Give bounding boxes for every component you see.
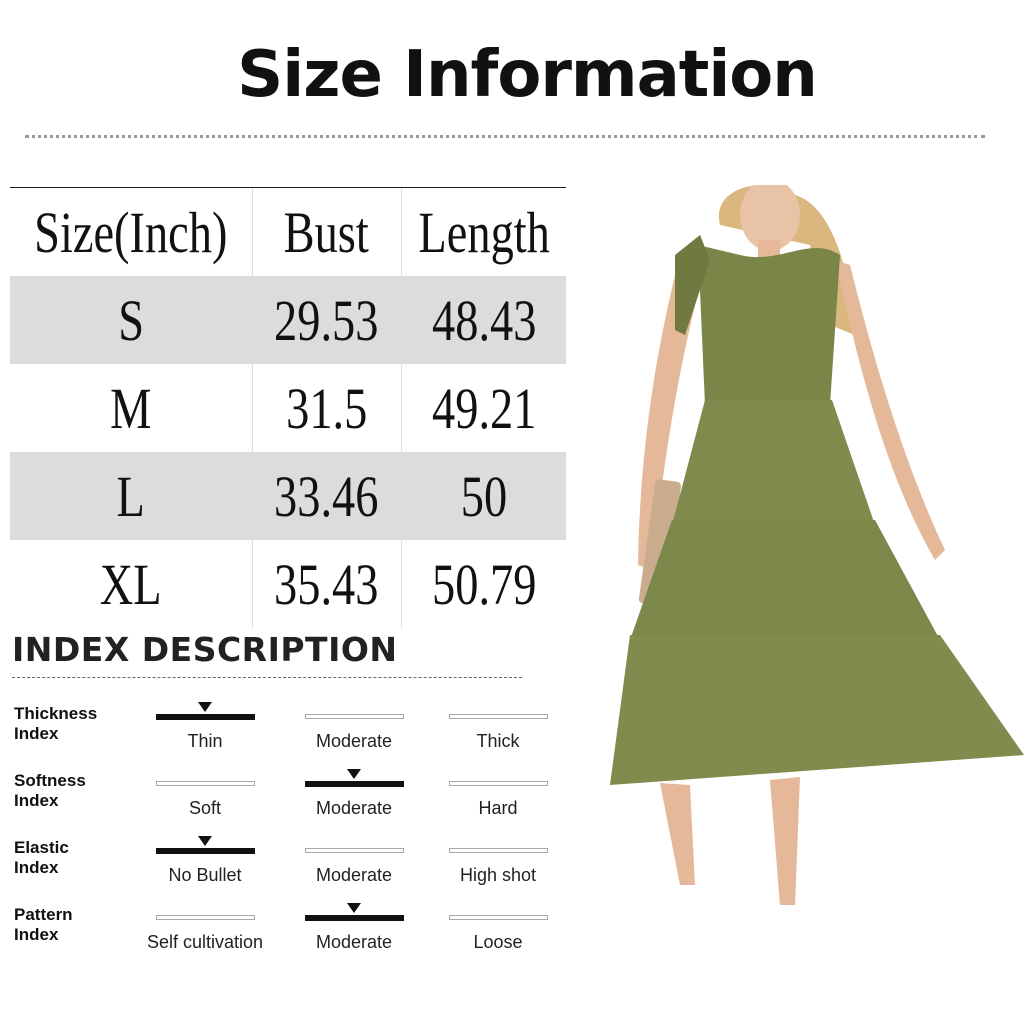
table-header: Size(Inch) Bust Length xyxy=(10,187,566,276)
face xyxy=(740,185,800,251)
selected-marker-icon xyxy=(198,836,212,846)
bodice xyxy=(698,245,840,405)
index-title: INDEX DESCRIPTION xyxy=(12,630,398,669)
selected-marker-icon xyxy=(347,769,361,779)
index-bar xyxy=(449,781,548,786)
table-row: XL 35.43 50.79 xyxy=(10,540,566,628)
legs xyxy=(660,777,800,905)
index-bar xyxy=(449,714,548,719)
model-photo xyxy=(610,185,1024,905)
index-bar xyxy=(305,714,404,719)
index-label: Pattern Index xyxy=(14,905,73,944)
index-option: Loose xyxy=(473,932,523,952)
header-cell: Bust xyxy=(251,187,402,276)
table-row: L 33.46 50 xyxy=(10,452,566,540)
index-option: Soft xyxy=(188,798,222,818)
index-option: Thick xyxy=(476,731,520,751)
index-label: Thickness Index xyxy=(14,704,98,743)
clutch xyxy=(638,479,682,606)
page-title: Size Information xyxy=(237,38,818,112)
index-option: Moderate xyxy=(315,798,393,818)
index-bar xyxy=(156,781,255,786)
header-cell: Size(Inch) xyxy=(10,187,253,276)
header-cell: Length xyxy=(400,187,566,276)
table-row: S 29.53 48.43 xyxy=(10,276,566,364)
index-bar xyxy=(305,781,404,787)
index-bar xyxy=(305,848,404,853)
selected-marker-icon xyxy=(347,903,361,913)
index-option: No Bullet xyxy=(168,865,242,885)
divider xyxy=(12,677,522,678)
index-bar xyxy=(156,848,255,854)
index-option: Moderate xyxy=(315,731,393,751)
arm-right xyxy=(835,260,945,560)
index-bar xyxy=(305,915,404,921)
index-option: Moderate xyxy=(315,932,393,952)
index-label: Elastic Index xyxy=(14,838,69,877)
index-bar xyxy=(156,915,255,920)
index-bar xyxy=(449,848,548,853)
size-table: Size(Inch) Bust Length S 29.53 48.43 M 31.5… xyxy=(10,187,566,628)
index-option: Self cultivation xyxy=(146,932,264,952)
shoulder-tie xyxy=(675,235,710,335)
index-option: Moderate xyxy=(315,865,393,885)
skirt xyxy=(610,635,1024,785)
table-row: M 31.5 49.21 xyxy=(10,364,566,452)
index-option: Thin xyxy=(187,731,223,751)
divider xyxy=(25,135,985,138)
index-option: High shot xyxy=(459,865,537,885)
index-label: Softness Index xyxy=(14,771,86,810)
index-bar xyxy=(156,714,255,720)
index-option: Hard xyxy=(478,798,518,818)
selected-marker-icon xyxy=(198,702,212,712)
index-bar xyxy=(449,915,548,920)
